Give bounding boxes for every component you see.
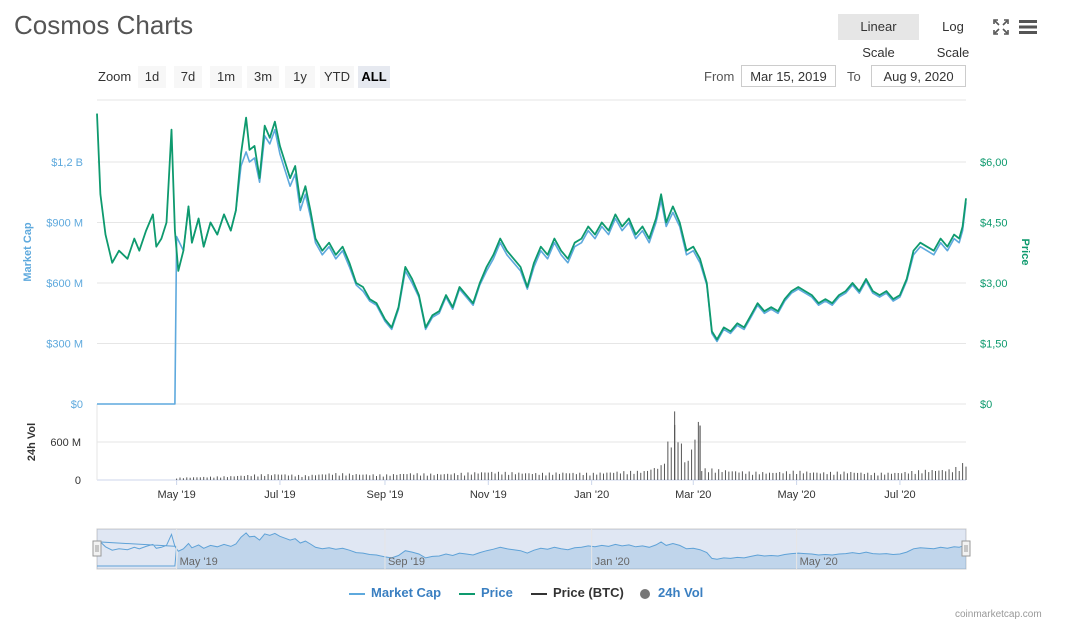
page-title: Cosmos Charts — [14, 10, 194, 40]
x-tick-label: Sep '19 — [366, 489, 403, 501]
legend-label: 24h Vol — [658, 585, 704, 600]
zoom-1y-button[interactable]: 1y — [285, 66, 315, 88]
volume-axis-title: 24h Vol — [26, 423, 38, 461]
x-tick-label: May '20 — [778, 489, 816, 501]
navigator-left-handle[interactable] — [92, 540, 102, 557]
x-tick-label: Jul '19 — [264, 489, 295, 501]
x-tick-label: Nov '19 — [470, 489, 507, 501]
y-right-axis-title: Price — [1019, 239, 1031, 266]
navigator-tick-label: Jan '20 — [595, 556, 630, 568]
to-date-input[interactable]: Aug 9, 2020 — [871, 65, 966, 87]
navigator-line — [99, 532, 967, 560]
volume-tick-label: 0 — [75, 475, 81, 487]
price-btc-swatch — [531, 592, 547, 595]
navigator-tick-label: Sep '19 — [388, 556, 425, 568]
y-right-tick-label: $0 — [980, 399, 992, 411]
x-tick-label: Jan '20 — [574, 489, 609, 501]
legend-label: Price (BTC) — [553, 585, 624, 600]
zoom-1d-button[interactable]: 1d — [138, 66, 166, 88]
fullscreen-icon[interactable] — [993, 19, 1009, 35]
navigator-area — [176, 532, 967, 569]
from-label: From — [704, 69, 735, 84]
y-right-tick-label: $6,00 — [980, 157, 1008, 169]
linear-scale-button[interactable]: Linear Scale — [838, 14, 919, 60]
legend-label: Market Cap — [371, 585, 442, 600]
to-label: To — [847, 69, 861, 84]
y-right-tick-label: $3,00 — [980, 278, 1008, 290]
legend-price-btc[interactable]: Price (BTC) — [531, 585, 624, 600]
y-left-axis-title: Market Cap — [22, 222, 34, 282]
y-right-tick-label: $1,50 — [980, 339, 1008, 351]
legend-market-cap[interactable]: Market Cap — [349, 585, 441, 600]
navigator-tick-label: May '20 — [800, 556, 838, 568]
y-left-tick-label: $1,2 B — [51, 157, 83, 169]
navigator-tick-label: May '19 — [180, 556, 218, 568]
y-left-tick-label: $900 M — [46, 218, 83, 230]
zoom-1m-button[interactable]: 1m — [210, 66, 242, 88]
navigator-line — [97, 546, 178, 567]
navigator-selection — [97, 529, 966, 569]
legend-24h-vol[interactable]: 24h Vol — [640, 585, 703, 600]
y-right-tick-label: $4,50 — [980, 218, 1008, 230]
log-scale-button[interactable]: Log Scale — [936, 19, 970, 60]
x-tick-label: May '19 — [158, 489, 196, 501]
market-cap-line — [97, 128, 967, 405]
y-left-tick-label: $300 M — [46, 339, 83, 351]
price-line — [96, 113, 967, 341]
hamburger-menu-icon[interactable] — [1019, 19, 1037, 35]
navigator-right-handle[interactable] — [961, 540, 971, 557]
from-date-input[interactable]: Mar 15, 2019 — [741, 65, 836, 87]
market-cap-swatch — [349, 592, 365, 595]
legend-price[interactable]: Price — [459, 585, 513, 600]
volume-dot-icon — [640, 588, 650, 599]
zoom-ytd-button[interactable]: YTD — [320, 66, 354, 88]
legend-label: Price — [481, 585, 513, 600]
zoom-7d-button[interactable]: 7d — [174, 66, 202, 88]
price-swatch — [459, 592, 475, 595]
zoom-3m-button[interactable]: 3m — [247, 66, 279, 88]
zoom-label: Zoom — [98, 69, 132, 84]
y-left-tick-label: $600 M — [46, 278, 83, 290]
volume-tick-label: 600 M — [50, 437, 81, 449]
zoom-all-button[interactable]: ALL — [358, 66, 390, 88]
x-tick-label: Jul '20 — [884, 489, 915, 501]
x-tick-label: Mar '20 — [675, 489, 711, 501]
credits-link[interactable]: coinmarketcap.com — [955, 609, 1042, 620]
y-left-tick-label: $0 — [71, 399, 83, 411]
